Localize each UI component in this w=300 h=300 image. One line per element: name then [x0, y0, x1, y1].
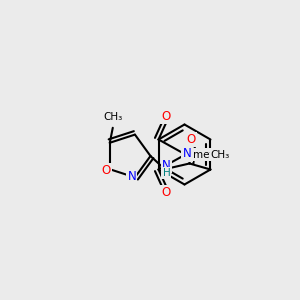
Text: O: O [186, 133, 196, 146]
Text: N: N [162, 159, 171, 172]
Text: CH₃: CH₃ [103, 112, 122, 122]
Text: H: H [163, 168, 170, 178]
Text: O: O [161, 110, 171, 123]
Text: N: N [183, 147, 191, 161]
Text: N: N [128, 170, 136, 183]
Text: O: O [102, 164, 111, 177]
Text: methyl: methyl [194, 149, 230, 160]
Text: O: O [161, 186, 171, 199]
Text: CH₃: CH₃ [210, 149, 230, 160]
